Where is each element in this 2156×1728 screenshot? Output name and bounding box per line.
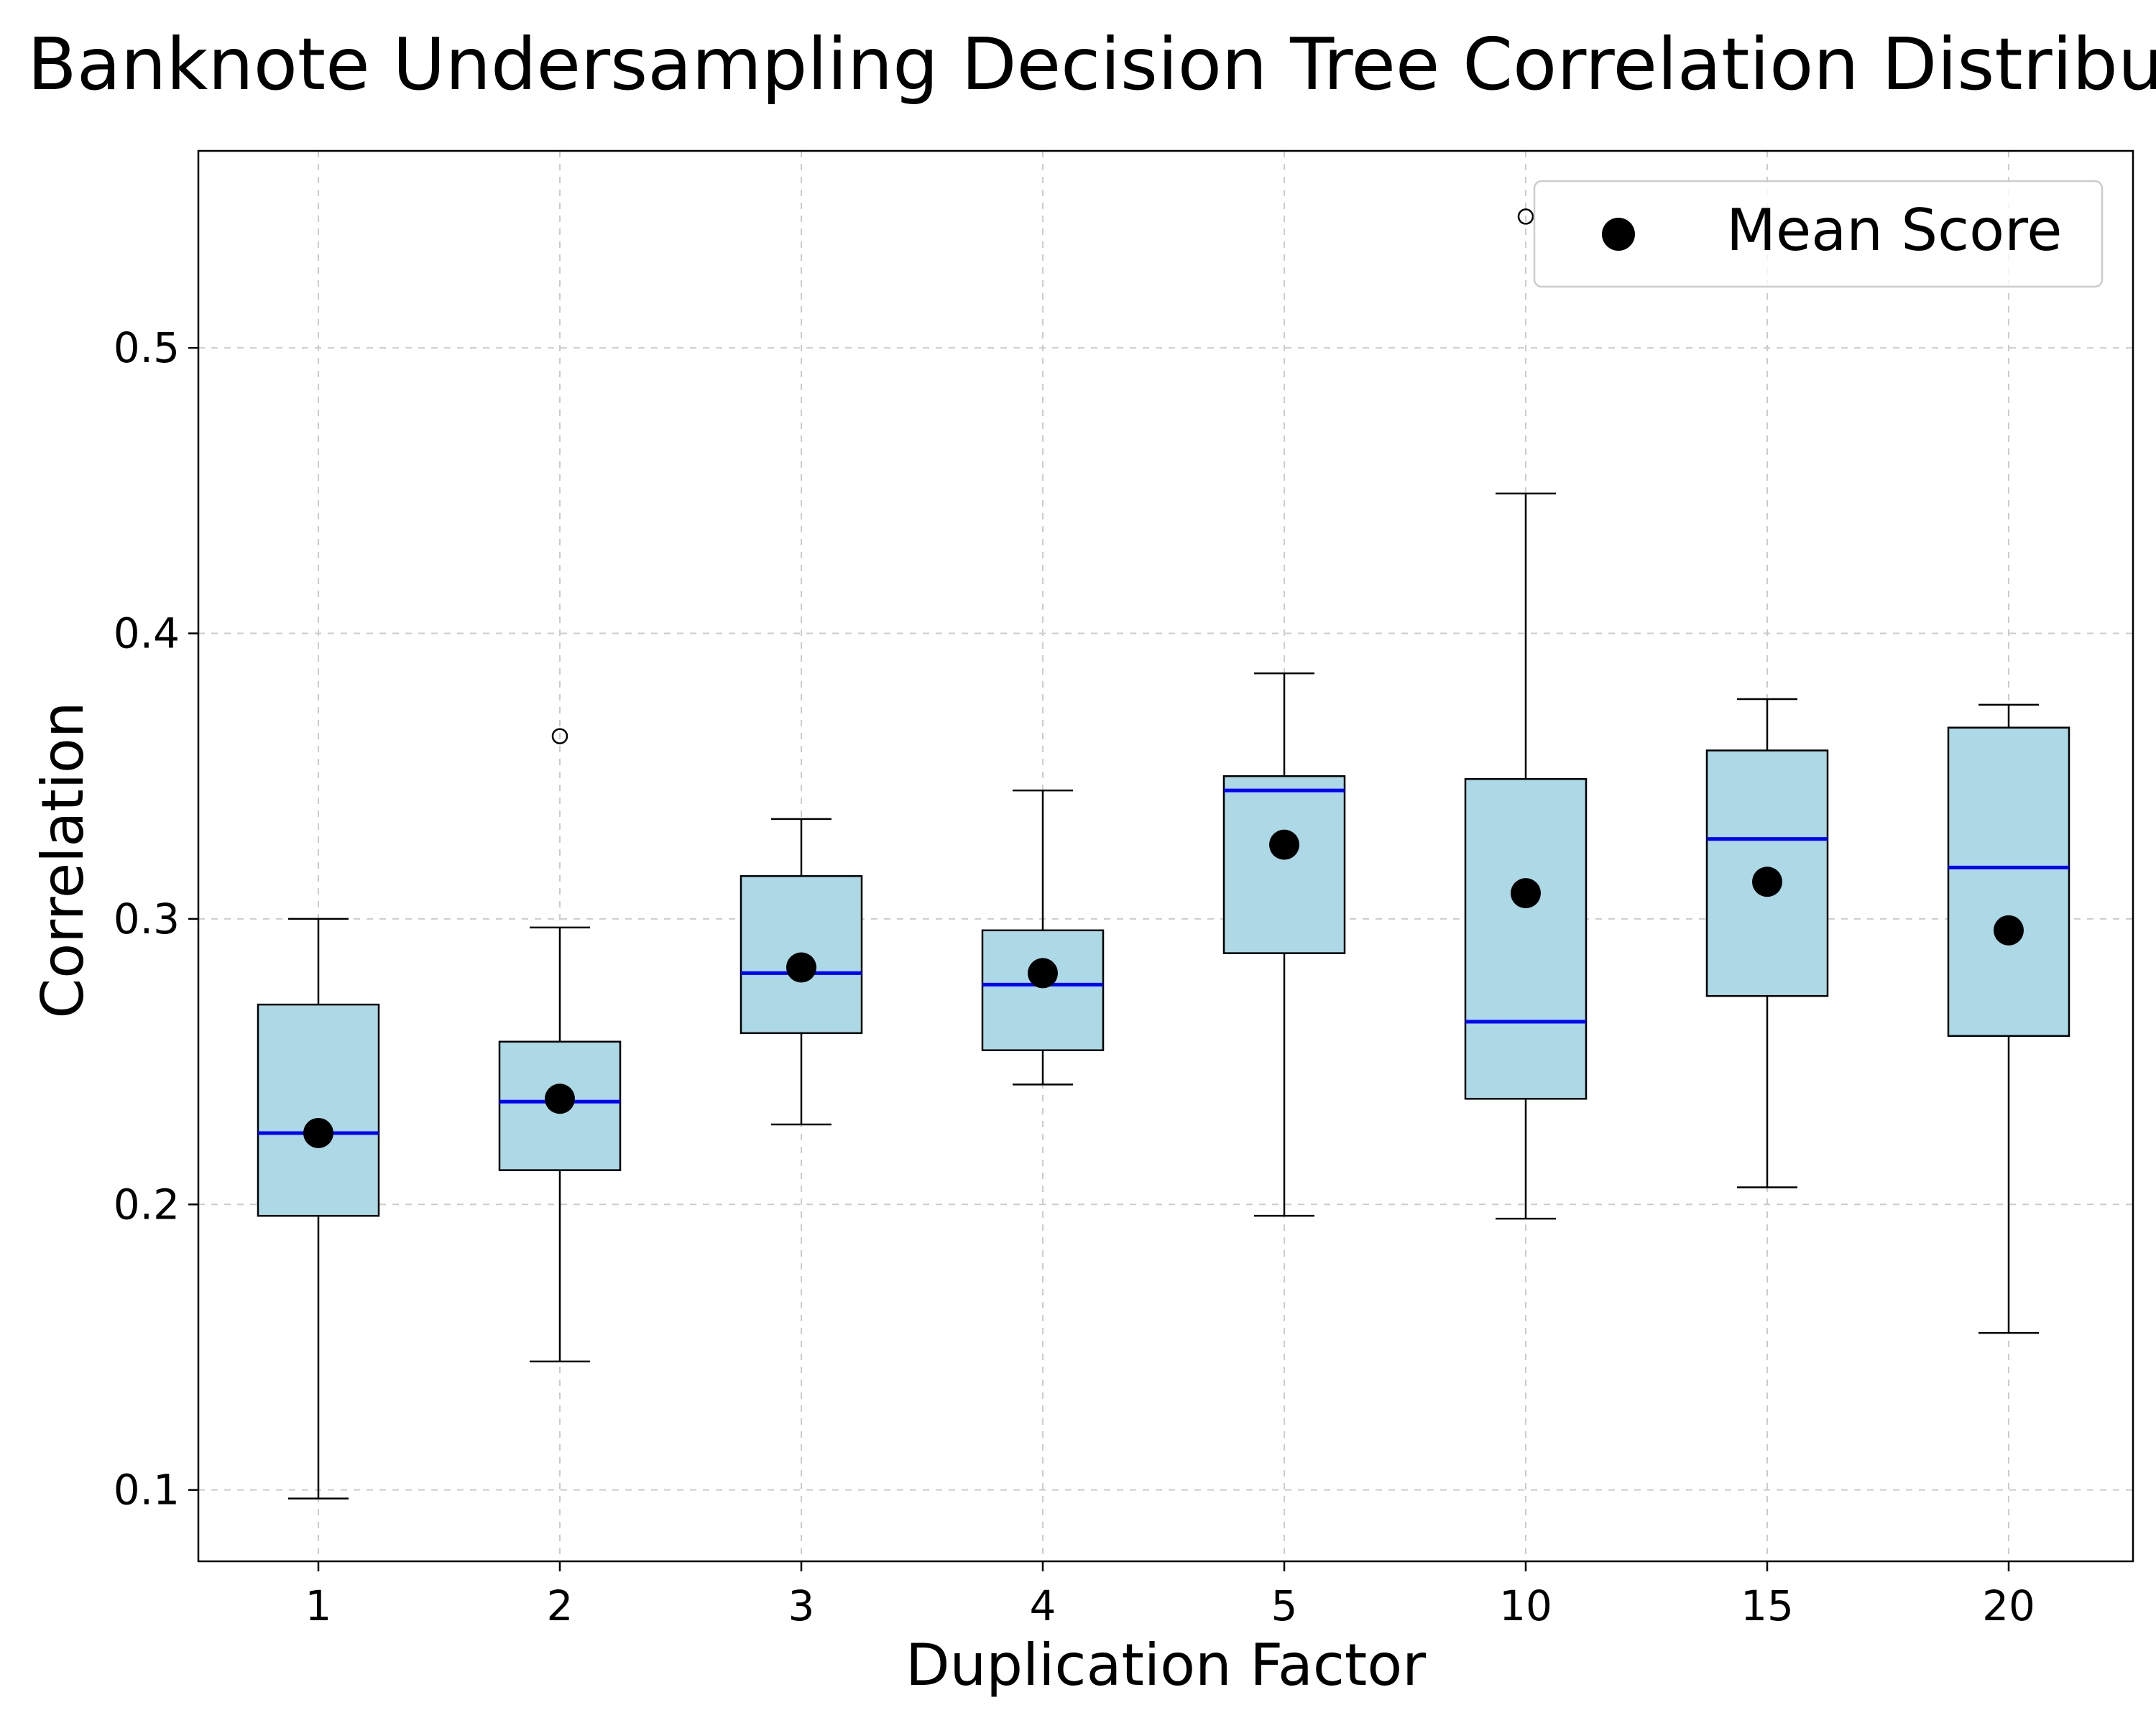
x-tick-label: 10 [1499, 1581, 1552, 1630]
box-group-1 [257, 918, 380, 1500]
grid-lines [198, 151, 2133, 1561]
legend-box [1533, 180, 2104, 288]
legend-mean-marker [1602, 218, 1635, 251]
y-axis-ticks: 0.1 0.2 0.3 0.4 0.5 [114, 323, 198, 1515]
x-tick-label: 1 [305, 1581, 332, 1630]
box-group-5 [1222, 672, 1346, 1217]
box-group-2 [498, 728, 622, 1363]
y-axis-label: Correlation [29, 701, 96, 1018]
iqr-box [1947, 726, 2070, 1038]
iqr-box [257, 1003, 380, 1217]
x-axis-ticks: 1 2 3 4 5 10 15 20 [305, 1561, 2035, 1630]
outlier-point [1517, 208, 1534, 225]
legend-label: Mean Score [1726, 197, 2062, 264]
y-tick-label: 0.4 [114, 609, 180, 658]
chart-title: Banknote Undersampling Decision Tree Cor… [27, 22, 2156, 106]
iqr-box [498, 1040, 622, 1171]
box-group-15 [1705, 698, 1829, 1188]
mean-point [1511, 878, 1541, 909]
iqr-box [1464, 777, 1588, 1100]
box-series [257, 208, 2070, 1500]
mean-point [1994, 915, 2024, 946]
x-tick-label: 2 [547, 1581, 573, 1630]
x-tick-label: 3 [788, 1581, 815, 1630]
y-tick-label: 0.2 [114, 1180, 180, 1229]
y-tick-label: 0.5 [114, 323, 180, 372]
x-tick-label: 15 [1741, 1581, 1794, 1630]
box-group-4 [981, 789, 1105, 1086]
y-tick-label: 0.3 [114, 895, 180, 943]
x-tick-label: 20 [1982, 1581, 2035, 1630]
box-group-3 [740, 818, 863, 1126]
x-tick-label: 4 [1030, 1581, 1056, 1630]
mean-point [1269, 829, 1299, 860]
box-group-10 [1464, 208, 1588, 1220]
y-tick-label: 0.1 [114, 1466, 180, 1515]
legend: Mean Score [1533, 180, 2104, 288]
mean-point [545, 1084, 575, 1114]
outlier-point [551, 728, 568, 744]
mean-point [1752, 867, 1782, 897]
iqr-box [1222, 775, 1346, 954]
mean-point [1028, 958, 1058, 989]
iqr-box [981, 929, 1105, 1051]
x-axis-label: Duplication Factor [906, 1632, 1426, 1699]
mean-point [303, 1117, 333, 1148]
box-group-20 [1947, 703, 2070, 1334]
plot-frame [197, 149, 2134, 1563]
mean-point [786, 952, 816, 983]
x-tick-label: 5 [1271, 1581, 1298, 1630]
